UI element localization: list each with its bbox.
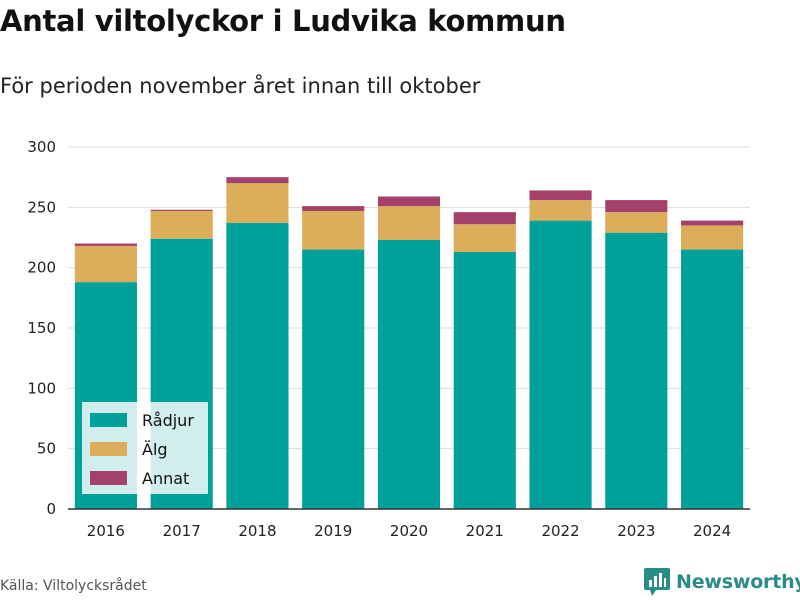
newsworthy-logo-icon [644, 568, 670, 596]
bar-segment-radjur [529, 220, 592, 509]
y-tick-label: 100 [27, 379, 56, 397]
legend-label: Älg [142, 440, 168, 459]
x-tick-label: 2023 [617, 522, 655, 540]
bar-segment-annat [605, 200, 668, 213]
x-tick-label: 2024 [693, 522, 731, 540]
bar-segment-alg [605, 212, 668, 233]
bar-segment-annat [377, 196, 441, 207]
bar-segment-alg [226, 183, 289, 224]
x-tick-label: 2017 [163, 522, 201, 540]
bar-segment-annat [529, 190, 592, 201]
bar-segment-annat [302, 206, 365, 211]
legend-label: Annat [142, 469, 189, 488]
bar-segment-radjur [302, 249, 365, 510]
bar-segment-radjur [681, 249, 744, 510]
bar-segment-annat [453, 212, 516, 225]
bar-segment-radjur [453, 251, 516, 510]
legend: Rådjur Älg Annat [82, 402, 208, 494]
bar-segment-radjur [605, 232, 668, 509]
bar-segment-annat [226, 177, 289, 184]
bar-segment-alg [681, 225, 744, 250]
brand-logo: Newsworthy [644, 568, 800, 596]
chart-subtitle: För perioden november året innan till ok… [0, 74, 481, 98]
bar-segment-radjur [377, 239, 441, 509]
bar-segment-alg [453, 224, 516, 252]
x-tick-label: 2022 [541, 522, 579, 540]
bar-segment-alg [74, 245, 137, 283]
bar-segment-annat [150, 209, 213, 211]
bar-segment-alg [302, 210, 365, 250]
y-tick-label: 150 [27, 319, 56, 337]
legend-swatch [90, 471, 127, 485]
y-tick-label: 250 [27, 198, 56, 216]
y-tick-label: 50 [37, 440, 56, 458]
chart-title: Antal viltolyckor i Ludvika kommun [0, 4, 566, 38]
bar-segment-alg [529, 200, 592, 221]
bar-segment-alg [377, 206, 441, 240]
legend-label: Rådjur [142, 411, 194, 430]
x-tick-label: 2016 [87, 522, 125, 540]
y-tick-label: 300 [27, 138, 56, 156]
legend-swatch [90, 413, 127, 427]
bar-segment-radjur [226, 223, 289, 509]
x-tick-label: 2020 [390, 522, 428, 540]
y-tick-label: 0 [46, 500, 56, 518]
bar-segment-annat [681, 220, 744, 226]
y-axis: 0 50 100 150 200 250 300 [27, 138, 56, 518]
bar-segment-annat [74, 243, 137, 246]
x-tick-label: 2018 [238, 522, 276, 540]
x-tick-label: 2019 [314, 522, 352, 540]
bar-segment-alg [150, 210, 213, 239]
x-tick-label: 2021 [466, 522, 504, 540]
legend-swatch [90, 442, 127, 456]
y-tick-label: 200 [27, 259, 56, 277]
source-note: Källa: Viltolycksrådet [0, 578, 147, 594]
brand-name: Newsworthy [676, 571, 800, 593]
x-axis: 2016 2017 2018 2019 2020 2021 2022 2023 2024 [87, 522, 731, 540]
